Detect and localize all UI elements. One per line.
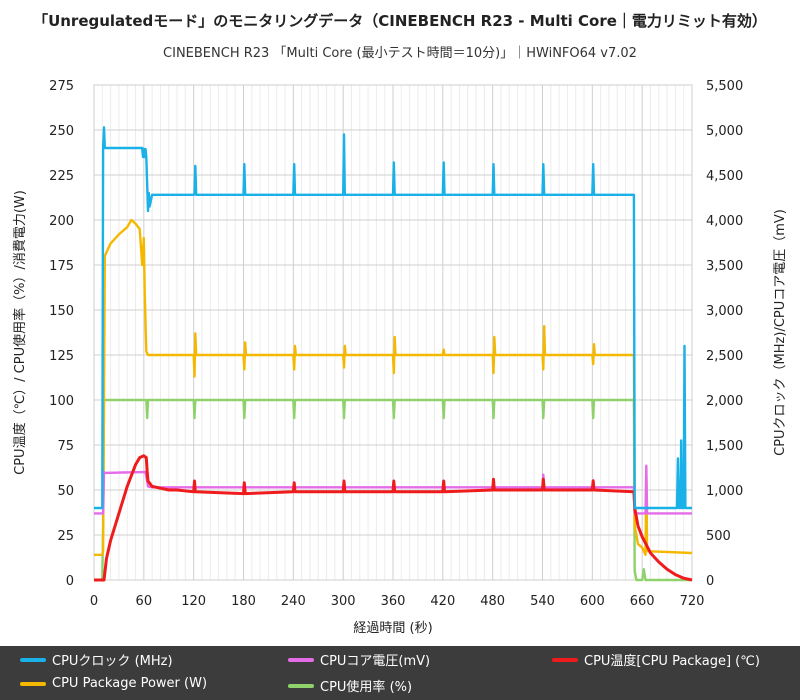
x-tick-label: 240 [281,594,306,609]
y-right-tick-label: 0 [706,574,714,589]
y-left-tick-label: 50 [57,484,74,499]
legend-item-cpu-usage: CPU使用率 (%) [288,676,412,695]
legend-swatch-cpu-temp [552,657,578,662]
y-left-tick-label: 225 [49,169,74,184]
y-left-tick-label: 125 [49,349,74,364]
y-right-tick-label: 4,500 [706,169,743,184]
legend-item-core-voltage: CPUコア電圧(mV) [288,650,430,669]
x-tick-label: 720 [680,594,705,609]
y-right-tick-label: 1,500 [706,439,743,454]
series-line-cpu-usage [94,398,692,582]
legend-swatch-cpu-usage [288,683,314,688]
y-right-tick-label: 5,000 [706,124,743,139]
legend-label-cpu-usage: CPU使用率 (%) [320,680,413,695]
y-right-tick-label: 1,000 [706,484,743,499]
y-left-tick-label: 150 [49,304,74,319]
y-left-tick-label: 25 [57,529,74,544]
y-left-tick-label: 250 [49,124,74,139]
line-chart: 0 25 50 75 100 125 150 175 200 225 250 275 0 500 1,000… [12,79,788,636]
x-tick-label: 660 [630,594,655,609]
y-left-tick-label: 275 [49,79,74,94]
y-right-tick-label: 5,500 [706,79,743,94]
x-tick-label: 360 [381,594,406,609]
legend-item-package-power: CPU Package Power (W) [20,676,207,691]
y-right-tick-label: 500 [706,529,731,544]
y-right-axis-label: CPUクロック（MHz)/CPUコア電圧（mV) [773,209,788,456]
y-left-axis-label: CPU温度（℃）/ CPU使用率（%）/消費電力(W) [12,190,28,475]
legend-item-cpu-clock: CPUクロック (MHz) [20,650,173,669]
y-left-tick-label: 200 [49,214,74,229]
x-tick-label: 180 [231,594,256,609]
x-axis-label: 経過時間 (秒) [353,621,432,636]
x-tick-label: 600 [580,594,605,609]
series-line-cpu-clock [94,126,692,510]
y-right-tick-label: 2,500 [706,349,743,364]
y-right-tick-label: 4,000 [706,214,743,229]
y-right-tick-label: 2,000 [706,394,743,409]
series-line-package-power [94,218,693,556]
y-right-tick-label: 3,500 [706,259,743,274]
y-left-tick-label: 100 [49,394,74,409]
legend-swatch-package-power [20,681,46,686]
y-right-tick-label: 3,000 [706,304,743,319]
chart-subtitle: CINEBENCH R23 「Multi Core (最小テスト時間＝10分)」… [163,46,637,61]
legend-label-cpu-temp: CPU温度[CPU Package] (℃) [584,654,760,669]
x-tick-label: 420 [430,594,455,609]
x-tick-label: 480 [480,594,505,609]
legend-label-core-voltage: CPUコア電圧(mV) [320,654,431,669]
legend-item-cpu-temp: CPU温度[CPU Package] (℃) [552,650,760,669]
legend-swatch-core-voltage [288,657,314,662]
y-left-tick-label: 0 [66,574,74,589]
x-tick-label: 540 [530,594,555,609]
x-tick-label: 300 [331,594,356,609]
x-tick-label: 120 [181,594,206,609]
legend-swatch-cpu-clock [20,657,46,662]
x-tick-label: 60 [136,594,153,609]
y-left-tick-label: 175 [49,259,74,274]
y-left-tick-label: 75 [57,439,74,454]
x-tick-label: 0 [90,594,98,609]
legend-label-cpu-clock: CPUクロック (MHz) [52,654,173,669]
legend-label-package-power: CPU Package Power (W) [52,676,208,691]
legend: CPUクロック (MHz) CPUコア電圧(mV) CPU温度[CPU Pack… [0,646,800,700]
chart-title: 「Unregulatedモード」のモニタリングデータ（CINEBENCH R23… [33,12,767,30]
